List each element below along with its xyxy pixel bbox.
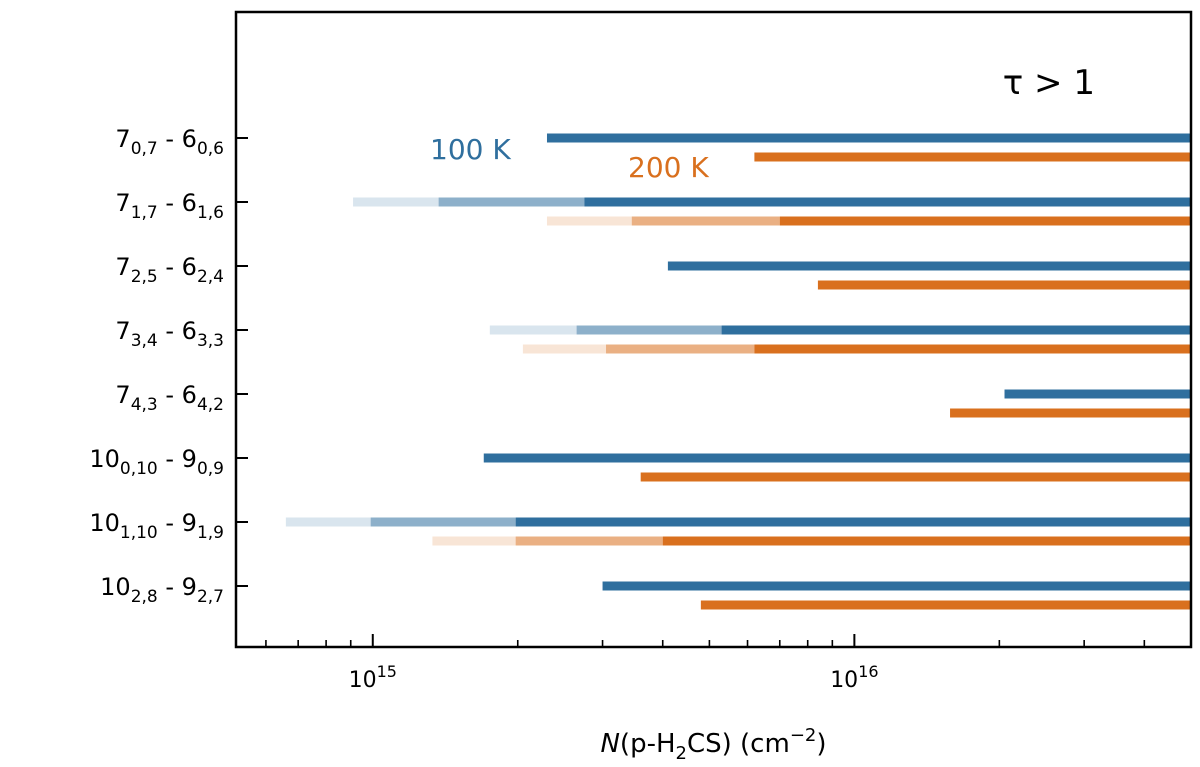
bar-1-3 [754,344,1191,354]
y-axis: 70,7 - 60,6 71,7 - 61,6 72,5 - 62,4 73,4 - … [89,125,248,607]
bar-medium-0-3 [576,325,722,335]
ytick-label-4: 74,3 - 64,2 [115,381,224,415]
legend-label-100k: 100 K [430,133,511,166]
bar-faint-1-3 [522,344,607,354]
bar-faint-1-6 [432,536,516,546]
bar-0-3 [721,325,1191,335]
bar-1-1 [779,216,1191,226]
bar-0-5 [483,453,1192,463]
bar-faint-0-6 [285,517,371,527]
ytick-label-3: 73,4 - 63,3 [115,317,224,351]
bar-1-2 [817,280,1191,290]
bar-0-2 [667,261,1191,271]
bar-1-7 [700,600,1191,610]
legend-label-200k: 200 K [628,151,709,184]
ytick-label-7: 102,8 - 92,7 [100,573,224,607]
x-axis: 1015 1016 [265,634,1146,693]
bars-group [285,133,1192,610]
bar-medium-1-3 [606,344,755,354]
bar-0-1 [584,197,1191,207]
ytick-label-1: 71,7 - 61,6 [115,189,224,223]
bar-medium-1-6 [515,536,663,546]
xtick-label-1: 1016 [830,662,878,693]
bar-0-6 [515,517,1191,527]
bar-medium-0-1 [438,197,585,207]
ytick-label-2: 72,5 - 62,4 [115,253,224,287]
ytick-label-5: 100,10 - 90,9 [89,445,224,479]
bar-1-6 [662,536,1191,546]
bar-1-5 [640,472,1191,482]
ytick-label-6: 101,10 - 91,9 [89,509,224,543]
bar-0-0 [546,133,1191,143]
bar-faint-1-1 [546,216,632,226]
bar-medium-1-1 [631,216,780,226]
bar-faint-0-1 [353,197,439,207]
bar-faint-0-3 [489,325,577,335]
bar-1-4 [950,408,1191,418]
bar-1-0 [754,152,1191,162]
bar-medium-0-6 [370,517,516,527]
bar-0-7 [602,581,1191,591]
ytick-label-0: 70,7 - 60,6 [115,125,224,159]
xtick-label-0: 1015 [349,662,397,693]
tau-annotation: τ > 1 [1003,63,1095,103]
bar-0-4 [1004,389,1191,399]
x-axis-label: N(p-H2CS) (cm−2) [600,725,826,764]
